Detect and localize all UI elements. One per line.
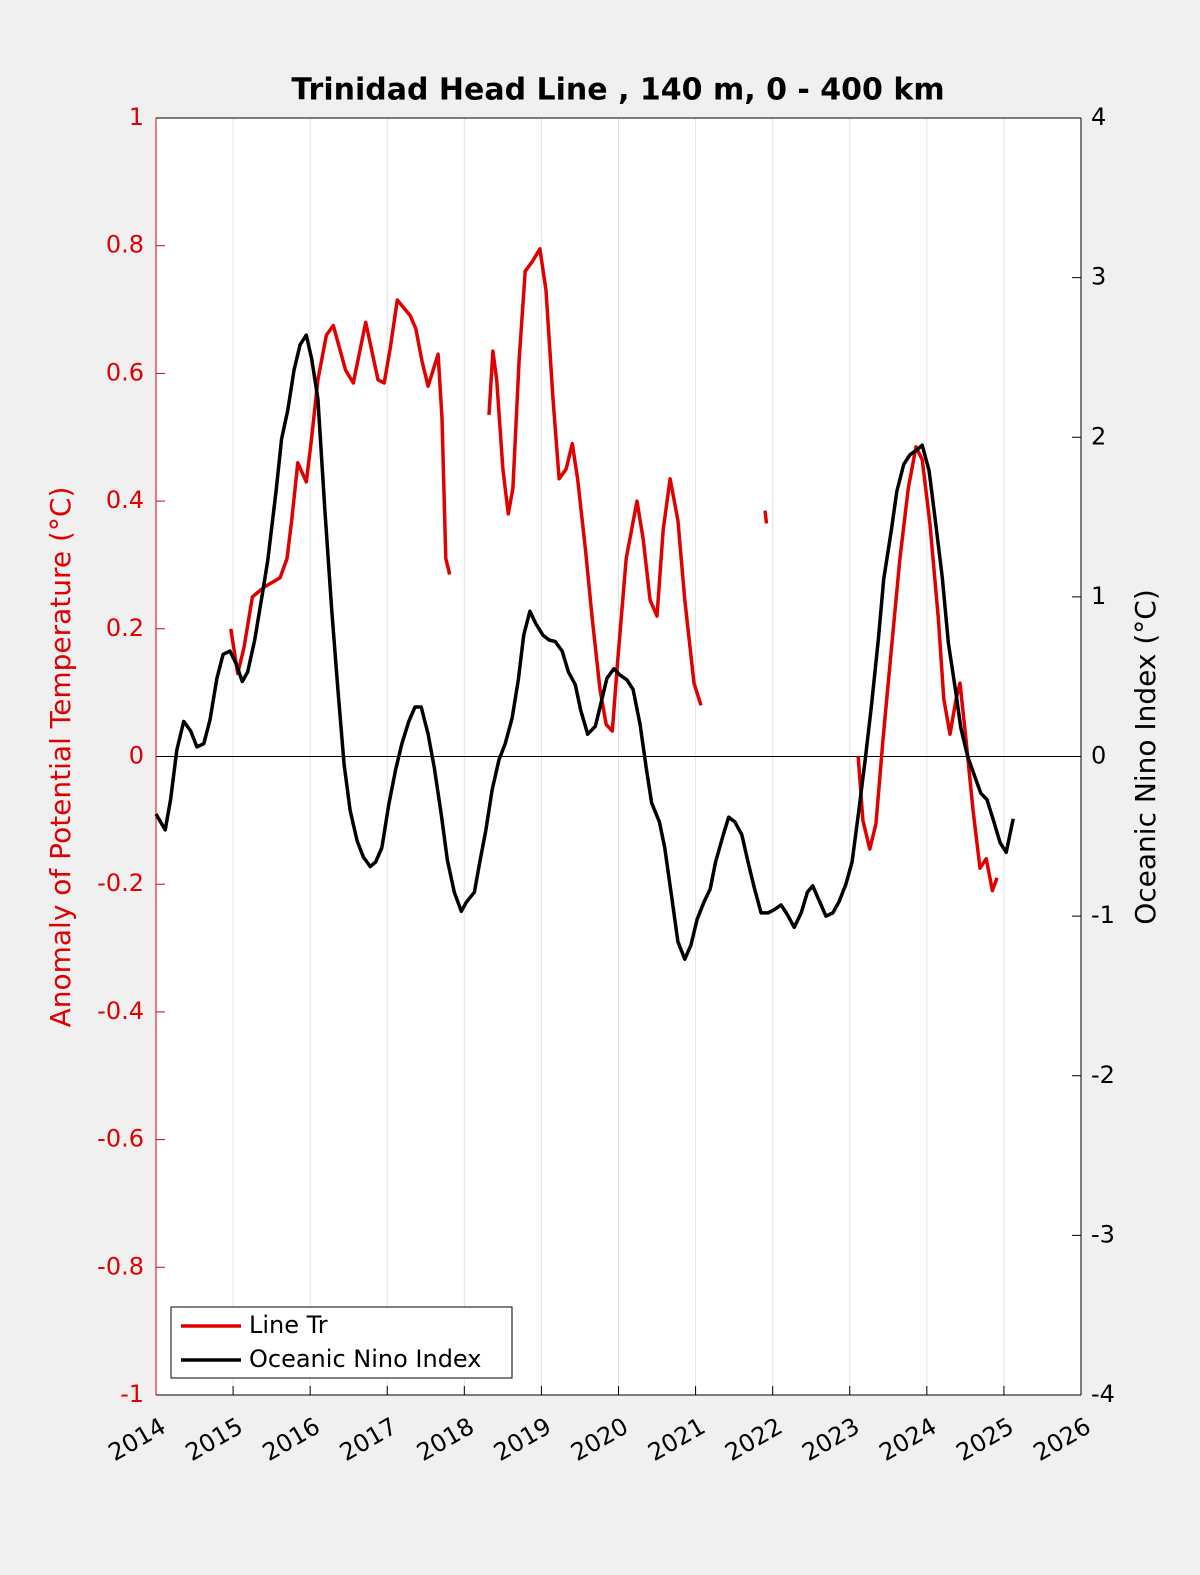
x-tick-label: 2016 — [258, 1412, 325, 1467]
y-tick-label: -0.8 — [97, 1252, 144, 1280]
y-tick-label: -1 — [120, 1380, 144, 1408]
x-tick-label: 2020 — [566, 1412, 633, 1467]
y-tick-label: -0.4 — [97, 997, 144, 1025]
y-tick-label: -0.6 — [97, 1125, 144, 1153]
x-tick-label: 2017 — [335, 1412, 402, 1467]
x-tick-label: 2018 — [412, 1412, 479, 1467]
x-tick-label: 2021 — [643, 1412, 710, 1467]
series-line — [229, 247, 999, 893]
y2-tick-label: 1 — [1091, 582, 1106, 610]
legend-box — [170, 1306, 513, 1379]
y-tick-label: 1 — [129, 103, 144, 131]
x-tick-label: 2015 — [181, 1412, 248, 1467]
chart-title: Trinidad Head Line , 140 m, 0 - 400 km — [291, 73, 944, 108]
y2-tick-label: 2 — [1091, 422, 1106, 450]
x-tick-label: 2019 — [489, 1412, 556, 1467]
y2-tick-label: -3 — [1091, 1220, 1115, 1248]
legend-label: Oceanic Nino Index — [249, 1345, 481, 1373]
legend-label: Line Tr — [249, 1311, 328, 1339]
y2-tick-label: -4 — [1091, 1380, 1115, 1408]
y2-axis-label: Oceanic Nino Index (°C) — [1129, 589, 1162, 925]
x-tick-label: 2014 — [104, 1412, 171, 1467]
y2-tick-label: 0 — [1091, 742, 1106, 770]
y-tick-label: 0.4 — [106, 486, 144, 514]
y2-tick-label: 4 — [1091, 103, 1106, 131]
x-tick-label: 2026 — [1029, 1412, 1096, 1467]
y-tick-label: 0.2 — [106, 614, 144, 642]
x-tick-label: 2022 — [720, 1412, 787, 1467]
series-line — [154, 333, 1015, 961]
y-tick-label: 0.6 — [106, 358, 144, 386]
y-axis-label: Anomaly of Potential Temperature (°C) — [44, 487, 77, 1028]
y2-tick-label: -1 — [1091, 901, 1115, 929]
y-tick-label: 0.8 — [106, 231, 144, 259]
y-tick-label: -0.2 — [97, 869, 144, 897]
x-tick-label: 2025 — [952, 1412, 1019, 1467]
y-tick-label: 0 — [129, 742, 144, 770]
y2-tick-label: 3 — [1091, 263, 1106, 291]
x-tick-label: 2023 — [797, 1412, 864, 1467]
x-tick-label: 2024 — [874, 1412, 941, 1467]
y2-tick-label: -2 — [1091, 1061, 1115, 1089]
